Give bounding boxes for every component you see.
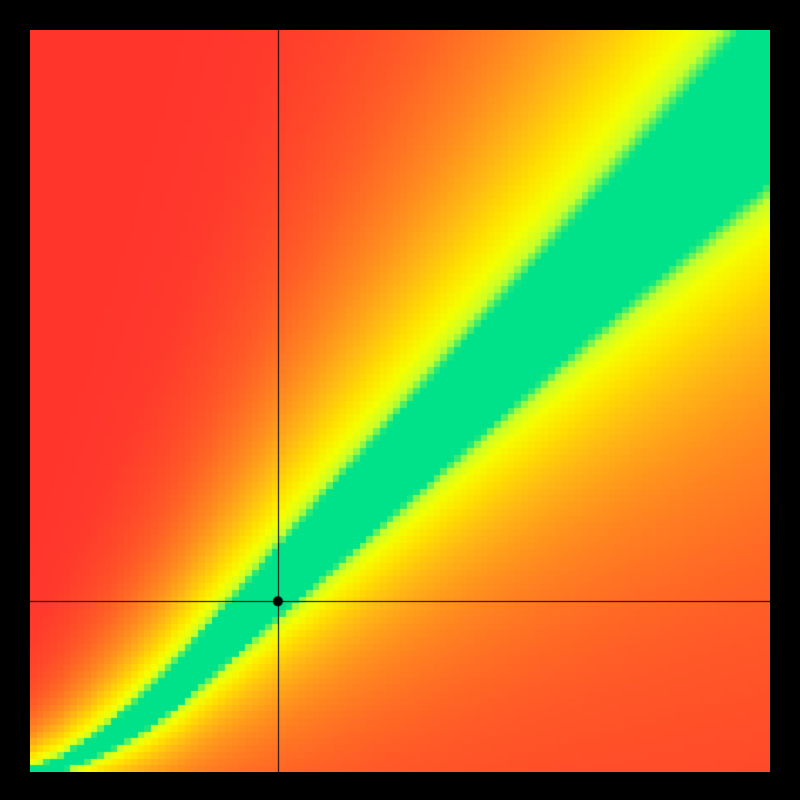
bottleneck-heatmap — [30, 30, 770, 772]
attribution-label: TheBottleneck.com — [592, 8, 776, 31]
chart-container: TheBottleneck.com — [0, 0, 800, 800]
